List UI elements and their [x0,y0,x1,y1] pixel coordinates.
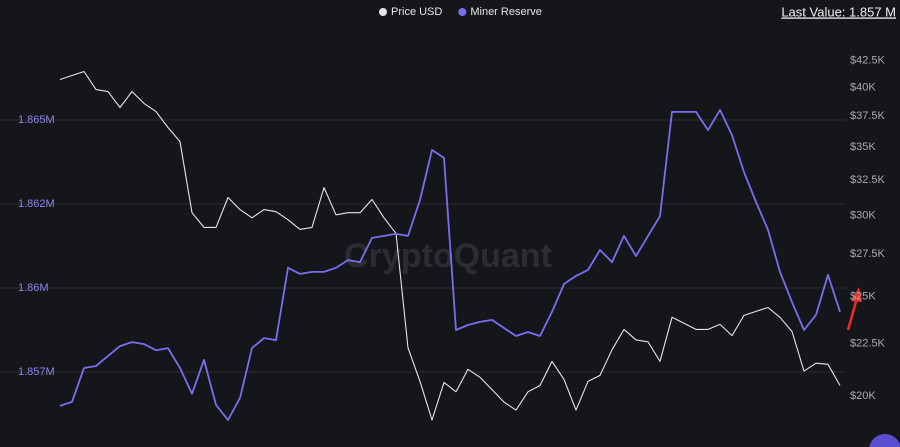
y-tick-label: 1.865M [18,114,55,126]
series-line [59,109,841,421]
y2-tick-label: $30K [850,209,876,221]
y-tick-label: 1.862M [18,198,55,210]
series-line [59,70,841,421]
legend-label[interactable]: Price USD [391,6,442,18]
legend-dot [458,8,467,16]
watermark: CryptoQuant [344,237,552,275]
last-value[interactable]: Last Value: 1.857 M [781,4,896,19]
arrow-shaft [846,297,859,331]
y2-tick-label: $42.5K [850,54,886,66]
legend-dot [379,8,387,16]
y2-tick-label: $40K [850,81,876,93]
y2-tick-label: $37.5K [850,110,886,122]
y2-tick-label: $32.5K [850,174,886,186]
y2-tick-label: $20K [850,390,876,402]
y2-tick-label: $25K [850,291,876,303]
y2-tick-label: $22.5K [850,338,886,350]
y-tick-label: 1.857M [18,366,55,378]
arrow [846,287,862,331]
y2-tick-label: $27.5K [850,248,886,260]
y-tick-label: 1.86M [18,282,49,294]
arrow-head [851,287,862,302]
y2-tick-label: $35K [850,141,876,153]
legend-label[interactable]: Miner Reserve [470,6,542,18]
corner-button[interactable] [869,434,900,447]
